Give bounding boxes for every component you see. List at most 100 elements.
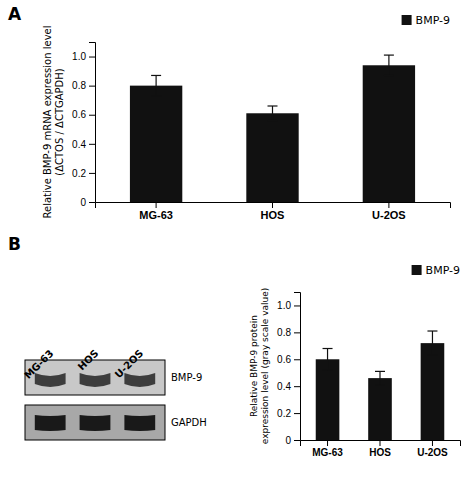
- legend-label: BMP-9: [426, 264, 460, 277]
- x-tick-label: MG-63: [139, 209, 173, 221]
- error-cap: [427, 330, 437, 331]
- x-tick: MG-63: [312, 440, 343, 458]
- error-cap: [323, 348, 333, 349]
- error-line: [327, 349, 328, 371]
- lane-label: HOS: [76, 348, 101, 373]
- y-axis-line: [294, 293, 301, 441]
- y-tick-mark: [294, 359, 300, 360]
- legend-swatch: [402, 15, 412, 25]
- blot-band: [35, 415, 66, 431]
- error-line: [388, 55, 389, 75]
- y-tick: 1.0: [277, 300, 300, 311]
- y-tick-label: 1.0: [72, 51, 86, 62]
- y-tick-mark: [89, 115, 95, 116]
- y-tick-mark: [89, 86, 95, 87]
- x-tick-mark: [327, 440, 328, 446]
- legend-swatch: [412, 265, 422, 275]
- y-tick-mark: [294, 332, 300, 333]
- y-tick: 0: [285, 435, 300, 446]
- y-tick-mark: [89, 57, 95, 58]
- blot-panel: BMP-9GAPDHMG-63HOSU-2OS: [22, 348, 207, 440]
- blot-band: [124, 415, 155, 431]
- x-tick-mark: [432, 440, 433, 446]
- error-cap: [375, 371, 385, 372]
- x-tick: U-2OS: [372, 202, 406, 221]
- bar-panel: 0 0.2 0.4 0.6 0.8 1.0 MG-63 HOS U-2OS Relative BM…: [249, 264, 461, 458]
- bar: [368, 378, 392, 440]
- bar-panel: 00.20.40.60.81.0MG-63HOSU-2OSRelative BM…: [42, 14, 451, 221]
- y-axis-title-line: expression level (gray scale value): [260, 288, 270, 444]
- y-axis-title-line: Relative BMP-9 protein: [249, 315, 259, 417]
- error-bar: [268, 106, 278, 121]
- plot-area: [130, 55, 415, 202]
- x-tick: HOS: [369, 440, 391, 458]
- y-tick-mark: [89, 144, 95, 145]
- y-tick: 0.2: [277, 408, 300, 419]
- x-tick-label: MG-63: [312, 447, 343, 458]
- y-axis-title-line: (ΔCTOS / ΔCTGAPDH): [54, 68, 65, 176]
- error-cap: [268, 120, 278, 121]
- title: A: [8, 4, 22, 24]
- y-tick-label: 0.4: [72, 139, 86, 150]
- blot-membrane: [25, 360, 165, 395]
- blot-band: [80, 415, 111, 431]
- y-tick-mark: [89, 202, 95, 203]
- x-axis-line: [96, 203, 451, 209]
- x-axis: MG-63 HOS U-2OS: [301, 440, 461, 458]
- error-line: [156, 75, 157, 95]
- error-bar: [375, 371, 385, 384]
- error-bar: [427, 331, 437, 355]
- y-tick: 0.6: [277, 354, 300, 365]
- y-tick-label: 0.4: [277, 381, 291, 392]
- error-line: [379, 371, 380, 384]
- error-line: [272, 106, 273, 121]
- x-axis-line: [301, 441, 461, 447]
- x-tick-label: HOS: [369, 447, 391, 458]
- y-tick-label: 0.2: [277, 408, 291, 419]
- blot-band: [124, 373, 155, 387]
- blot-band: [35, 373, 66, 387]
- y-axis: 0 0.2 0.4 0.6 0.8 1.0: [277, 293, 300, 446]
- y-tick-label: 0.6: [72, 109, 86, 120]
- y-axis-line: [89, 43, 96, 203]
- error-bar: [384, 55, 394, 75]
- y-axis: 00.20.40.60.81.0: [72, 43, 95, 208]
- x-tick-mark: [388, 202, 389, 208]
- bar: [363, 65, 415, 202]
- error-cap: [151, 95, 161, 96]
- error-line: [432, 331, 433, 355]
- error-bar: [323, 349, 333, 371]
- error-cap: [384, 75, 394, 76]
- x-tick: HOS: [261, 202, 285, 221]
- error-cap: [384, 54, 394, 55]
- y-tick-label: 0.8: [277, 327, 291, 338]
- y-tick-label: 0: [80, 197, 86, 208]
- y-axis-title-line: Relative BMP-9 mRNA expression level: [42, 25, 53, 218]
- bar: [246, 113, 298, 202]
- bar: [316, 359, 340, 440]
- y-tick: 0.8: [277, 327, 300, 338]
- y-axis-title: Relative BMP-9 mRNA expression level(ΔCT…: [42, 25, 66, 218]
- error-cap: [268, 105, 278, 106]
- y-tick: 0.4: [72, 139, 95, 150]
- legend: BMP-9: [402, 14, 450, 27]
- y-tick-mark: [89, 173, 95, 174]
- y-tick: 0: [80, 197, 95, 208]
- x-tick-mark: [380, 440, 381, 446]
- x-tick-mark: [156, 202, 157, 208]
- title: B: [8, 234, 21, 254]
- y-tick: 0.8: [72, 80, 95, 91]
- legend-label: BMP-9: [416, 14, 450, 27]
- error-cap: [427, 355, 437, 356]
- blot-membrane: [25, 405, 165, 440]
- x-tick: U-2OS: [417, 440, 448, 458]
- error-cap: [375, 384, 385, 385]
- bar: [421, 343, 445, 440]
- y-tick-mark: [294, 305, 300, 306]
- error-cap: [151, 75, 161, 76]
- y-tick: 0.4: [277, 381, 300, 392]
- band-label: GAPDH: [171, 417, 207, 428]
- x-tick-mark: [272, 202, 273, 208]
- y-tick-mark: [294, 386, 300, 387]
- blot-band: [80, 373, 111, 387]
